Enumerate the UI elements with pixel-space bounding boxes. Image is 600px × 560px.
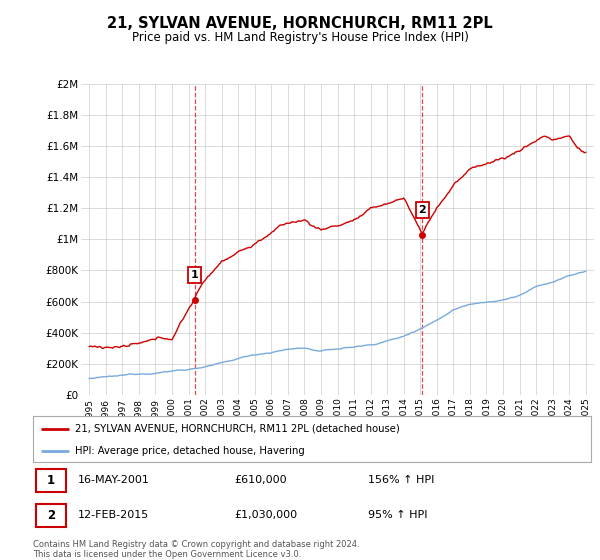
Text: 156% ↑ HPI: 156% ↑ HPI bbox=[368, 475, 434, 485]
Text: £610,000: £610,000 bbox=[234, 475, 287, 485]
Text: 95% ↑ HPI: 95% ↑ HPI bbox=[368, 510, 427, 520]
Text: Contains HM Land Registry data © Crown copyright and database right 2024.: Contains HM Land Registry data © Crown c… bbox=[33, 540, 359, 549]
Text: 2: 2 bbox=[47, 508, 55, 522]
Text: 1: 1 bbox=[47, 474, 55, 487]
FancyBboxPatch shape bbox=[36, 503, 67, 527]
Text: 21, SYLVAN AVENUE, HORNCHURCH, RM11 2PL: 21, SYLVAN AVENUE, HORNCHURCH, RM11 2PL bbox=[107, 16, 493, 31]
Text: 12-FEB-2015: 12-FEB-2015 bbox=[77, 510, 149, 520]
Text: 2: 2 bbox=[418, 205, 426, 215]
Text: Price paid vs. HM Land Registry's House Price Index (HPI): Price paid vs. HM Land Registry's House … bbox=[131, 31, 469, 44]
Text: 1: 1 bbox=[191, 270, 199, 280]
Text: 16-MAY-2001: 16-MAY-2001 bbox=[77, 475, 149, 485]
Text: This data is licensed under the Open Government Licence v3.0.: This data is licensed under the Open Gov… bbox=[33, 550, 301, 559]
Text: £1,030,000: £1,030,000 bbox=[234, 510, 297, 520]
Text: HPI: Average price, detached house, Havering: HPI: Average price, detached house, Have… bbox=[75, 446, 305, 455]
Text: 21, SYLVAN AVENUE, HORNCHURCH, RM11 2PL (detached house): 21, SYLVAN AVENUE, HORNCHURCH, RM11 2PL … bbox=[75, 424, 400, 434]
FancyBboxPatch shape bbox=[36, 469, 67, 492]
